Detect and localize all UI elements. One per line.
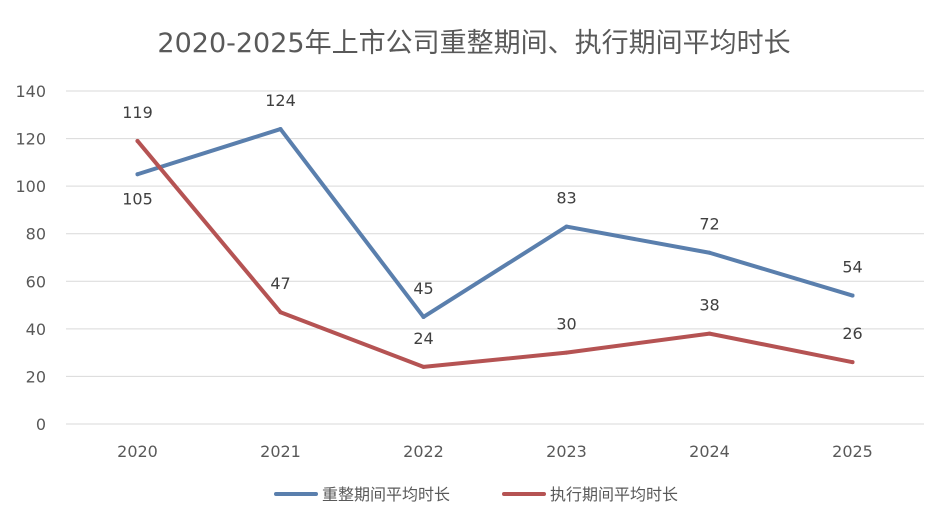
data-label: 26	[842, 324, 862, 343]
x-tick-label: 2024	[689, 442, 730, 461]
data-label: 72	[699, 215, 719, 234]
data-labels: 105 124 45 83 72 54 119 47 24 30 38 26	[122, 91, 862, 348]
y-axis: 0 20 40 60 80 100 120 140	[15, 82, 46, 434]
data-point	[278, 127, 283, 132]
data-point	[421, 364, 426, 369]
data-label: 38	[699, 296, 719, 315]
y-tick-label: 60	[26, 272, 46, 291]
data-point	[135, 172, 140, 177]
chart-title: 2020-2025年上市公司重整期间、执行期间平均时长	[157, 28, 790, 59]
x-tick-label: 2021	[260, 442, 301, 461]
legend-label: 执行期间平均时长	[550, 485, 678, 504]
data-point	[707, 250, 712, 255]
data-point	[707, 331, 712, 336]
legend: 重整期间平均时长 执行期间平均时长	[274, 485, 678, 504]
gridlines	[66, 90, 924, 425]
x-tick-label: 2022	[403, 442, 444, 461]
data-label: 24	[413, 329, 433, 348]
x-tick-label: 2025	[832, 442, 873, 461]
y-tick-label: 20	[26, 367, 46, 386]
legend-item-2[interactable]: 执行期间平均时长	[502, 485, 678, 504]
data-point	[421, 314, 426, 319]
x-tick-label: 2020	[117, 442, 158, 461]
legend-label: 重整期间平均时长	[322, 485, 450, 504]
data-point	[850, 360, 855, 365]
y-tick-label: 40	[26, 320, 46, 339]
data-label: 30	[556, 315, 576, 334]
series-lines	[135, 127, 855, 369]
series-line-1	[135, 127, 855, 319]
y-tick-label: 140	[15, 82, 46, 101]
data-point	[278, 310, 283, 315]
data-label: 83	[556, 189, 576, 208]
x-tick-label: 2023	[546, 442, 587, 461]
y-tick-label: 120	[15, 130, 46, 149]
series-line-2	[135, 138, 855, 369]
y-tick-label: 100	[15, 177, 46, 196]
y-tick-label: 80	[26, 225, 46, 244]
legend-item-1[interactable]: 重整期间平均时长	[274, 485, 450, 504]
data-label: 124	[265, 91, 296, 110]
y-tick-label: 0	[36, 415, 46, 434]
data-label: 45	[413, 279, 433, 298]
data-label: 54	[842, 258, 862, 277]
data-point	[564, 224, 569, 229]
data-point	[850, 293, 855, 298]
data-label: 47	[270, 274, 290, 293]
data-point	[564, 350, 569, 355]
x-axis: 2020 2021 2022 2023 2024 2025	[117, 442, 873, 461]
data-point	[135, 138, 140, 143]
data-label: 119	[122, 103, 153, 122]
data-label: 105	[122, 189, 153, 208]
